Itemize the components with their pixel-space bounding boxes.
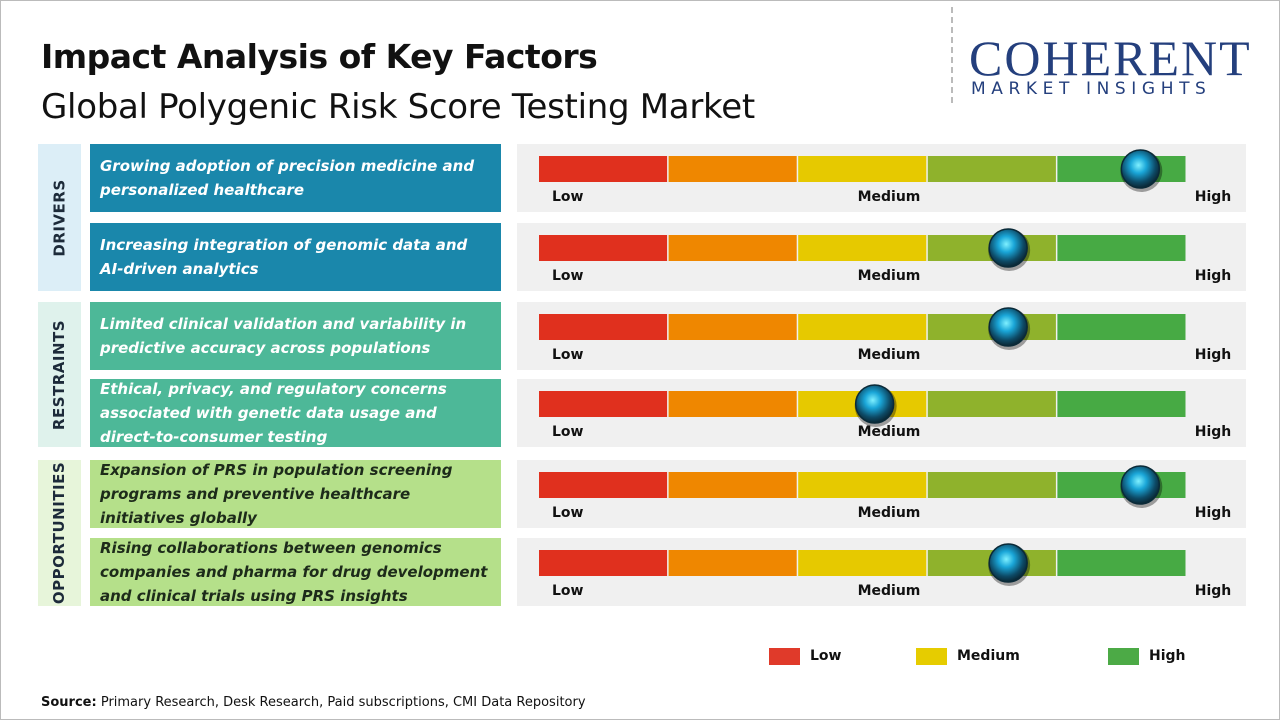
group-name: DRIVERS [50, 178, 69, 257]
gauge-segment [798, 156, 927, 182]
scale-label: Medium [857, 583, 921, 599]
group-label: RESTRAINTS [38, 302, 81, 447]
factor-text: Increasing integration of genomic data a… [90, 223, 501, 291]
gauge-segment [798, 235, 927, 261]
scale-label: Medium [857, 424, 921, 440]
gauge-segment [668, 314, 797, 340]
subtitle: Global Polygenic Risk Score Testing Mark… [41, 87, 755, 127]
scale-label: High [1194, 505, 1232, 521]
legend-swatch [916, 648, 947, 665]
scale-label: Low [552, 189, 584, 205]
gauge-segment [927, 472, 1056, 498]
scale-label: Low [552, 583, 584, 599]
source-label: Source: [41, 695, 97, 710]
scale-label: High [1194, 347, 1232, 363]
scale-label: High [1194, 583, 1232, 599]
group-name: RESTRAINTS [50, 319, 69, 430]
gauge-segment [668, 472, 797, 498]
scale-label: Low [552, 505, 584, 521]
gauge-segment [539, 235, 668, 261]
scale-label: Low [552, 424, 584, 440]
gauge-segment [798, 550, 927, 576]
scale-label: Medium [857, 268, 921, 284]
scale-label: High [1194, 268, 1232, 284]
group-label: DRIVERS [38, 144, 81, 291]
factor-text: Expansion of PRS in population screening… [90, 460, 501, 528]
impact-knob [988, 543, 1028, 583]
scale-label: Medium [857, 189, 921, 205]
scale-label: Low [552, 268, 584, 284]
scale-label: Medium [857, 505, 921, 521]
group-name: OPPORTUNITIES [50, 461, 69, 605]
scale-label: High [1194, 424, 1232, 440]
legend-swatch [769, 648, 800, 665]
gauge-segment [1057, 391, 1186, 417]
gauge-segment [539, 314, 668, 340]
source: Source: Primary Research, Desk Research,… [41, 695, 586, 710]
gauge-segment [1057, 550, 1186, 576]
gauge-segment [539, 156, 668, 182]
factor-text: Limited clinical validation and variabil… [90, 302, 501, 370]
gauge-segment [668, 550, 797, 576]
gauge-segment [927, 156, 1056, 182]
scale-label: Low [552, 347, 584, 363]
title: Impact Analysis of Key Factors [41, 37, 598, 76]
gauge-segment [798, 314, 927, 340]
impact-knob [988, 228, 1028, 268]
legend-swatch [1108, 648, 1139, 665]
gauge-segment [1057, 314, 1186, 340]
factor-text: Rising collaborations between genomics c… [90, 538, 501, 606]
logo-tagline: MARKET INSIGHTS [971, 79, 1212, 99]
impact-knob [854, 384, 895, 424]
factor-text: Growing adoption of precision medicine a… [90, 144, 501, 212]
scale-label: High [1194, 189, 1232, 205]
source-text: Primary Research, Desk Research, Paid su… [100, 695, 586, 710]
legend-label: Low [810, 648, 842, 664]
gauge-segment [539, 472, 668, 498]
impact-knob [1120, 465, 1161, 505]
legend-label: Medium [957, 648, 1020, 664]
group-label: OPPORTUNITIES [38, 460, 81, 606]
scale-label: Medium [857, 347, 921, 363]
gauge-segment [539, 391, 668, 417]
factor-text: Ethical, privacy, and regulatory concern… [90, 379, 501, 447]
gauge-segment [1057, 235, 1186, 261]
gauge-segment [927, 391, 1056, 417]
gauge-segment [668, 391, 797, 417]
gauge-segment [798, 472, 927, 498]
logo-name: COHERENT [969, 30, 1252, 86]
divider [951, 7, 953, 103]
legend-label: High [1149, 648, 1186, 664]
impact-knob [1120, 149, 1161, 189]
impact-knob [988, 307, 1028, 347]
gauge-segment [668, 235, 797, 261]
gauge-segment [668, 156, 797, 182]
gauge-segment [539, 550, 668, 576]
